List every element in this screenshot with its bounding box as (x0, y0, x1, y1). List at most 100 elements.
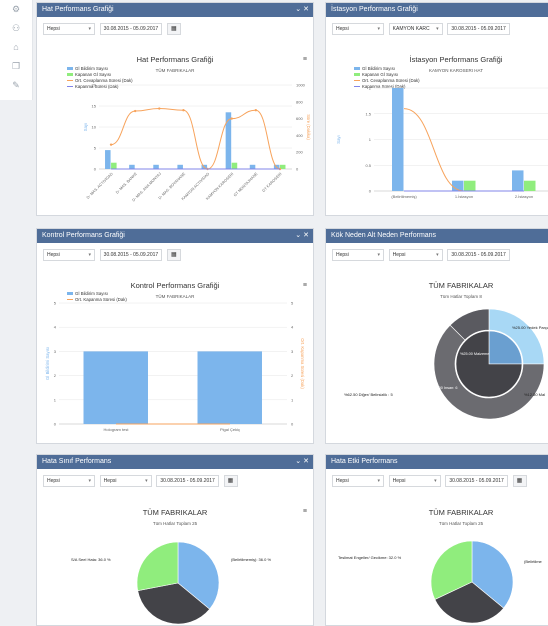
y-tick-label: 0 (369, 189, 372, 194)
series-point (182, 109, 185, 112)
series-point (254, 109, 258, 112)
calendar-icon[interactable]: ▦ (166, 23, 181, 35)
bar (111, 162, 117, 169)
y-tick-label: 20 (92, 83, 97, 88)
bar (512, 170, 524, 191)
y-tick-label: 5 (54, 301, 57, 306)
y-tick-label: 10 (92, 125, 97, 130)
y2-tick-label: 600 (296, 116, 303, 121)
chart-subtitle: Tüm Hatlar Toplam 8 (440, 294, 482, 299)
panel-header: Kök Neden Alt Neden Performans (326, 229, 548, 243)
bar (279, 164, 286, 169)
pie-label: %25.00 Malzeme (460, 352, 489, 356)
panel-header: Hata Sınıf Performans ⌄ ✕ (37, 455, 313, 469)
close-icon[interactable]: ✕ (303, 6, 309, 13)
copy-icon[interactable]: ❐ (11, 61, 21, 71)
chart-subtitle: KAMYON KAROSERI HAT (429, 68, 483, 73)
line-select[interactable]: KAMYON KARC ▾ (388, 23, 443, 35)
chart-legend: Gİ Bildirim Sayısı Kapanan Gİ Sayısı Ort… (67, 66, 133, 90)
bar (177, 164, 183, 169)
y2-axis-label: Süre (Dakika) (306, 114, 311, 140)
chart-menu-icon[interactable]: ≡ (302, 508, 307, 515)
chart-menu-icon[interactable]: ≡ (302, 56, 307, 63)
panel-header: Hat Performans Grafiği ⌄ ✕ (37, 3, 313, 17)
pie-label: (Belirtilmemiş): 36.0 % (231, 557, 271, 562)
y2-tick-label: 1 (291, 397, 294, 402)
pie-slice (449, 308, 490, 341)
pie-label: S/A Seel Hata: 36.0 % (71, 557, 111, 562)
factory-select[interactable]: Hepsi ▾ (43, 475, 95, 487)
line-select[interactable]: Hepsi ▾ (99, 475, 152, 487)
pie-slice (430, 540, 473, 600)
chart-title: Kontrol Performans Grafiği (130, 281, 220, 290)
left-sidebar: ⚙ ⚇ ⌂ ❐ ✎ (0, 0, 33, 100)
date-range-input[interactable]: 30.08.2015 - 05.09.2017 (447, 249, 510, 261)
pie-label: %12.50 Mal (524, 392, 545, 397)
date-range-input[interactable]: 30.08.2015 - 05.09.2017 (445, 475, 508, 487)
pie-label: %62.50 Diğer/ Belirsizlik : 5 (344, 392, 393, 397)
y-tick-label: 0 (94, 167, 97, 172)
calendar-icon[interactable]: ▦ (223, 475, 238, 487)
close-icon[interactable]: ✕ (303, 458, 309, 465)
bar (231, 162, 238, 169)
chart-title: TÜM FABRIKALAR (428, 508, 494, 517)
edit-icon[interactable]: ✎ (12, 80, 20, 90)
series-point (133, 109, 137, 113)
y-tick-label: 3 (54, 349, 57, 354)
bar (452, 180, 464, 191)
collapse-icon[interactable]: ⌄ (295, 458, 302, 465)
pie-label: Teslimat Engeller/ Gecikme: 32.0 % (338, 555, 402, 560)
panel-title: Hata Etki Performans (331, 458, 398, 465)
chart-menu-icon[interactable]: ≡ (302, 282, 307, 289)
y2-tick-label: 0 (296, 167, 299, 172)
y2-tick-label: 4 (291, 325, 294, 330)
panel-kok-neden: Kök Neden Alt Neden Performans Hepsi ▾ He… (325, 228, 548, 444)
tag-icon[interactable]: ⌂ (13, 42, 19, 52)
user-icon[interactable]: ⚇ (11, 23, 21, 33)
y-tick-label: 0 (54, 422, 57, 427)
gear-icon[interactable]: ⚙ (11, 4, 21, 14)
y2-tick-label: 3 (291, 349, 294, 354)
date-range-input[interactable]: 30.08.2015 - 05.09.2017 (99, 249, 163, 261)
y2-tick-label: 0 (291, 422, 294, 427)
close-icon[interactable]: ✕ (303, 232, 309, 239)
y-tick-label: 0.5 (365, 163, 371, 168)
chart-title: İstasyon Performans Grafiği (409, 55, 503, 64)
series-line (403, 108, 524, 192)
sub-cause-select[interactable]: Hepsi ▾ (388, 249, 443, 261)
date-range-input[interactable]: 30.08.2015 - 05.09.2017 (156, 475, 219, 487)
line-select[interactable]: Hepsi ▾ (388, 475, 441, 487)
factory-select[interactable]: Hepsi ▾ (332, 475, 384, 487)
pie-slice (136, 541, 179, 592)
panel-hata-sinif: Hata Sınıf Performans ⌄ ✕ Hepsi ▾ Hepsi ▾ … (36, 454, 314, 626)
kok-neden-chart-svg: %25.00 Yedek Parça %62.50 Diğer/ Belirsiz… (344, 308, 548, 420)
root-cause-select[interactable]: Hepsi ▾ (332, 249, 384, 261)
panel-title: Hat Performans Grafiği (42, 6, 114, 13)
pie-label: (Belirtilme (524, 559, 543, 564)
calendar-icon[interactable]: ▦ (166, 249, 181, 261)
panel-istasyon-performans: İstasyon Performans Grafiği Hepsi ▾ KAMYO… (325, 2, 548, 216)
y-tick-label: 1 (54, 397, 57, 402)
factory-select[interactable]: Hepsi ▾ (43, 249, 95, 261)
y-tick-label: 2 (369, 86, 372, 91)
x-tick-label: 1.İstasyon (455, 194, 473, 199)
panel-header: İstasyon Performans Grafiği (326, 3, 548, 17)
pie-slice (433, 324, 545, 420)
collapse-icon[interactable]: ⌄ (295, 232, 302, 239)
y2-tick-label: 800 (296, 99, 303, 104)
factory-select[interactable]: Hepsi ▾ (43, 23, 95, 35)
calendar-icon[interactable]: ▦ (512, 475, 527, 487)
x-tick-label: (Belirtilmemiş) (391, 194, 417, 199)
bar (524, 180, 536, 191)
date-range-input[interactable]: 30.08.2015 - 05.09.2017 (447, 23, 510, 35)
factory-select[interactable]: Hepsi ▾ (332, 23, 384, 35)
date-range-input[interactable]: 30.08.2015 - 05.09.2017 (99, 23, 163, 35)
panel-title: Hata Sınıf Performans (42, 458, 112, 465)
y-axis-label: Gİ Bildirimi Sayısı (45, 347, 50, 380)
chart-title: Hat Performans Grafiği (136, 55, 214, 64)
bar (392, 88, 404, 191)
collapse-icon[interactable]: ⌄ (295, 6, 302, 13)
pie-label: %25.00 Yedek Parça (512, 325, 548, 330)
y-tick-label: 5 (94, 146, 97, 151)
panel-hat-performans: Hat Performans Grafiği ⌄ ✕ Hepsi ▾ 30.08.… (36, 2, 314, 216)
